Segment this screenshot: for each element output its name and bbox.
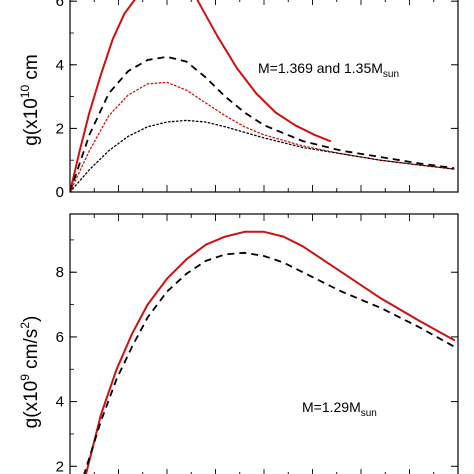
top-series bbox=[70, 0, 455, 192]
bottom-x-ticks bbox=[93, 214, 435, 474]
bottom-y-tick-label-3: 8 bbox=[56, 264, 64, 281]
bottom-y-tick-label-1: 4 bbox=[56, 394, 64, 411]
top-y-axis-label: g(x1010 cm bbox=[18, 54, 42, 146]
bottom-series-line-1 bbox=[83, 251, 455, 474]
bottom-annotation: M=1.29Msun bbox=[302, 399, 377, 419]
top-series-line-4 bbox=[70, 119, 455, 192]
top-series-line-0 bbox=[70, 0, 136, 192]
bottom-y-axis-label: g(x109 cm/s2) bbox=[18, 316, 42, 429]
top-annotation: M=1.369 and 1.35Msun bbox=[258, 60, 399, 80]
top-y-tick-label-3: 6 bbox=[56, 0, 64, 10]
top-series-line-3 bbox=[70, 81, 455, 192]
bottom-series bbox=[83, 230, 456, 474]
top-series-line-2 bbox=[70, 55, 455, 192]
bottom-y-tick-label-2: 6 bbox=[56, 329, 64, 346]
top-x-ticks bbox=[93, 0, 435, 192]
top-y-tick-label-1: 2 bbox=[56, 120, 64, 137]
bottom-panel: 2 4 6 8 M=1.29Msun g(x109 cm/s2) bbox=[18, 213, 459, 474]
top-series-line-1 bbox=[196, 0, 331, 143]
bottom-series-line-0 bbox=[84, 230, 456, 474]
bottom-y-ticks: 2 4 6 8 bbox=[56, 239, 458, 474]
top-y-tick-label-0: 0 bbox=[56, 184, 64, 201]
bottom-y-tick-label-0: 2 bbox=[56, 458, 64, 474]
top-panel: 0 2 4 6 M=1.369 and 1.35Msun g(x1010 cm bbox=[18, 0, 459, 201]
top-y-ticks: 0 2 4 6 bbox=[56, 0, 458, 201]
top-y-tick-label-2: 4 bbox=[56, 57, 64, 74]
